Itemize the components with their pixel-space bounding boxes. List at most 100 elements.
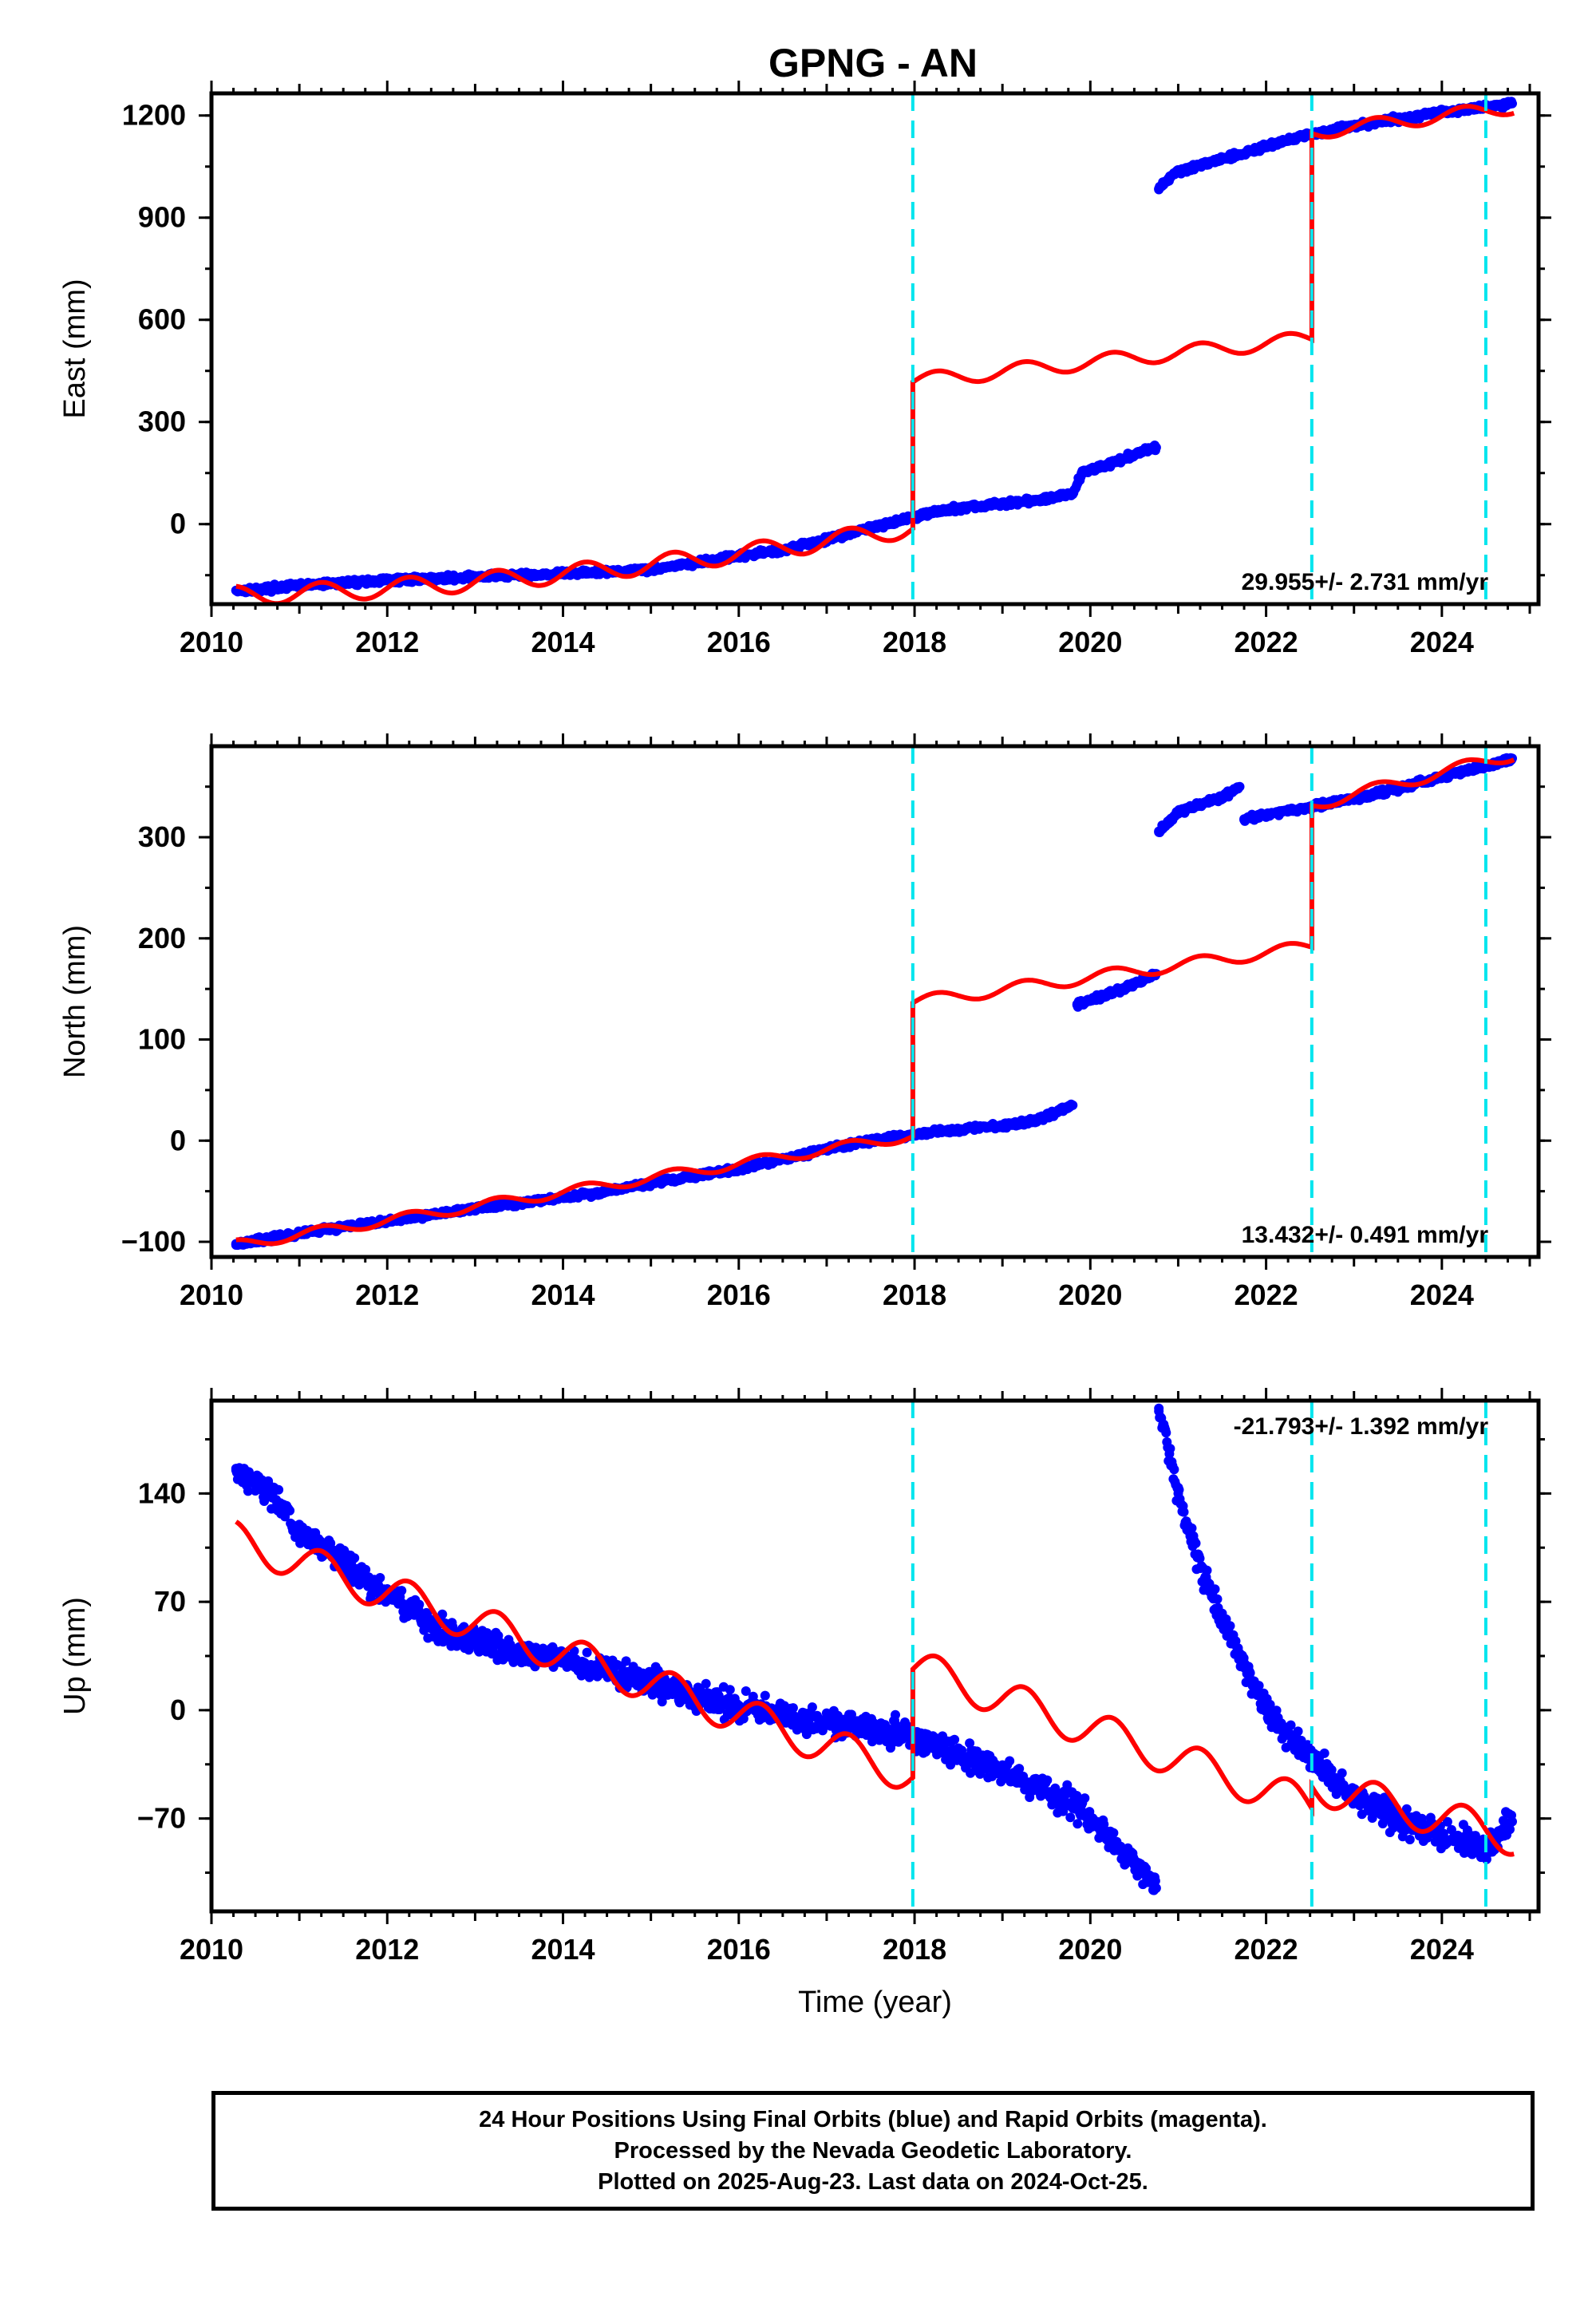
data-point [738, 1713, 749, 1724]
data-point [741, 1686, 751, 1696]
x-tick-label: 2020 [1058, 1279, 1122, 1311]
velocity-rate-label: 13.432+/- 0.491 mm/yr [1242, 1222, 1489, 1248]
data-point [1072, 999, 1082, 1010]
observed-points-up [231, 1403, 1517, 1895]
data-point [1033, 1115, 1043, 1125]
data-point [1129, 978, 1140, 989]
data-point [1165, 1444, 1175, 1454]
data-point [1173, 807, 1183, 817]
data-point [294, 580, 305, 591]
data-point [1169, 168, 1179, 179]
data-point [1103, 460, 1113, 470]
data-point [1212, 1594, 1223, 1604]
data-point [602, 1186, 612, 1196]
data-point [1286, 1720, 1296, 1730]
panel-up: 2010 2012 2014 2016 2018 2020 2022 2024−7007014… [58, 1388, 1551, 2019]
data-point [725, 1685, 735, 1695]
panel-east: 2010 2012 2014 2016 2018 2020 2022 202403006009… [58, 81, 1551, 658]
data-point [361, 1564, 371, 1575]
y-tick-label: 0 [170, 508, 186, 540]
data-point [1235, 781, 1245, 792]
data-point [962, 502, 973, 512]
data-point [847, 1709, 856, 1720]
data-point [1080, 1793, 1090, 1804]
data-point [437, 1609, 448, 1619]
y-tick-label: 1200 [122, 99, 186, 132]
data-point [657, 1697, 667, 1707]
data-point [1151, 442, 1161, 453]
model-fit-line-north [235, 757, 1515, 1247]
data-point [1235, 149, 1245, 160]
data-point [328, 1545, 338, 1555]
data-point [274, 1484, 284, 1495]
x-tick-label: 2010 [180, 626, 243, 658]
y-tick-label: 100 [138, 1023, 186, 1056]
data-point [927, 507, 938, 517]
data-point [243, 1486, 253, 1496]
data-point [1154, 184, 1164, 194]
x-tick-label: 2024 [1410, 1279, 1474, 1311]
y-tick-label: 300 [138, 820, 186, 853]
data-point [375, 1573, 385, 1583]
data-point [1187, 1523, 1197, 1533]
x-tick-label: 2022 [1235, 626, 1298, 658]
x-tick-label: 2022 [1235, 1279, 1298, 1311]
data-point [382, 575, 393, 586]
data-point [901, 514, 911, 524]
data-point [1319, 1748, 1329, 1758]
data-point [1261, 810, 1271, 820]
x-tick-label: 2020 [1058, 626, 1122, 658]
data-point [1150, 1875, 1160, 1886]
y-tick-label: 900 [138, 201, 186, 234]
data-point [1191, 1538, 1201, 1548]
data-point [1217, 792, 1227, 802]
data-point [866, 523, 875, 532]
data-point [1103, 989, 1113, 999]
x-tick-label: 2018 [883, 626, 946, 658]
data-point [927, 1128, 938, 1138]
data-point [1199, 158, 1210, 168]
panels: 2010 2012 2014 2016 2018 2020 2022 202403006009… [58, 81, 1551, 2019]
data-point [1077, 468, 1087, 478]
data-point [1065, 1812, 1076, 1823]
data-point [1129, 449, 1140, 460]
data-point [1042, 1775, 1053, 1785]
velocity-rate-label: 29.955+/- 2.731 mm/yr [1242, 569, 1489, 595]
data-point [582, 1647, 592, 1658]
plot-frame-north [209, 744, 1541, 1259]
data-point [998, 499, 1008, 509]
y-tick-label: 300 [138, 405, 186, 438]
data-point [1068, 488, 1078, 499]
data-point [1239, 814, 1250, 824]
data-point [807, 1702, 817, 1713]
data-point [788, 1703, 798, 1713]
x-tick-label: 2016 [707, 1279, 771, 1311]
y-axis-label: North (mm) [58, 925, 92, 1078]
data-point [1202, 1565, 1212, 1575]
data-point [414, 1599, 425, 1610]
data-point [891, 1709, 900, 1720]
data-point [965, 1738, 975, 1749]
data-point [1033, 495, 1043, 505]
model-fit-line-east [235, 104, 1515, 604]
data-point [1169, 1464, 1179, 1475]
data-point [1261, 141, 1271, 152]
x-tick-label: 2012 [355, 626, 419, 658]
data-point [1507, 98, 1517, 109]
data-point [1287, 134, 1298, 144]
y-tick-label: 200 [138, 922, 186, 954]
x-tick-label: 2014 [531, 626, 595, 658]
data-point [1068, 1100, 1078, 1110]
data-point [1254, 1681, 1264, 1691]
data-point [397, 1586, 407, 1596]
data-point [1073, 1819, 1083, 1829]
data-point [259, 583, 270, 594]
data-point [998, 1120, 1008, 1131]
data-point [1062, 1780, 1073, 1790]
data-point [1337, 1768, 1347, 1778]
data-point [760, 1690, 770, 1701]
data-point [1005, 1756, 1015, 1766]
data-point [1293, 1726, 1303, 1737]
y-tick-label: 0 [170, 1124, 186, 1156]
